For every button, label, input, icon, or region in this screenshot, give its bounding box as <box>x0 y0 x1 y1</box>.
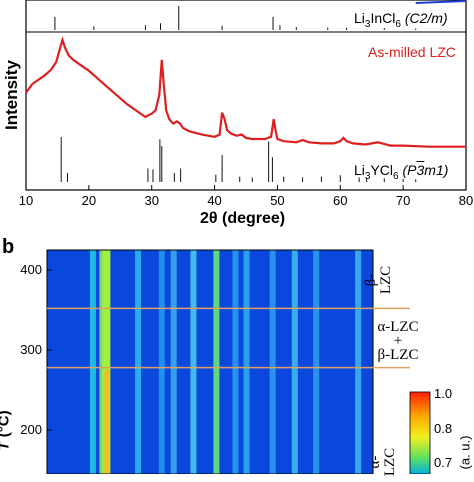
phase-beta-label: β-LZC <box>363 265 394 295</box>
heatmap-band <box>135 250 142 474</box>
ref-bot-sg-open: (P <box>398 162 417 178</box>
milled-series-label: As-milled LZC <box>368 44 456 60</box>
top-series-line <box>415 0 467 4</box>
ref-label-li3ycl6: Li3YCl6 (P3m1) <box>354 162 448 182</box>
heatmap-band <box>158 250 165 474</box>
colorbar-tick-1: 1.0 <box>434 386 453 401</box>
heatmap-band <box>213 250 220 474</box>
x-tick-label: 70 <box>396 193 410 208</box>
ref-bot-sg-close: m1) <box>424 162 449 178</box>
ref-bot-sg-bar: 3 <box>416 162 425 178</box>
heatmap-band <box>232 250 239 474</box>
panel-b-letter: b <box>2 236 15 258</box>
ref-top-li: Li <box>354 10 365 26</box>
heatmap-band <box>313 250 320 474</box>
heatmap-band <box>269 250 276 474</box>
x-tick-label: 10 <box>19 193 33 208</box>
ref-top-spacegroup: (C2/m) <box>400 10 448 26</box>
heatmap-main-band-hot <box>104 370 110 474</box>
y-axis-label-b: T (°C) <box>0 410 13 450</box>
ref-top-sub1: 3 <box>364 18 371 30</box>
x-tick-label: 30 <box>144 193 158 208</box>
y-axis-label-b-unit: (°C) <box>0 410 13 438</box>
ref-bot-mid: YCl <box>370 162 394 178</box>
ref-top-sub2: 6 <box>395 18 401 30</box>
colorbar <box>409 391 431 474</box>
heatmap-main-band <box>102 250 111 474</box>
colorbar-tick-3: 0.7 <box>434 455 453 470</box>
heatmap-band <box>190 250 197 474</box>
ref-label-li3incl6: Li3InCl6 (C2/m) <box>354 10 448 30</box>
heatmap-band <box>291 250 298 474</box>
heatmap-band <box>243 250 250 474</box>
x-tick-label: 60 <box>333 193 347 208</box>
heatmap-band <box>89 250 96 474</box>
y-tick-label-b: 300 <box>20 342 42 357</box>
panel-a-plot: 10 20 30 40 50 60 70 80 <box>19 0 473 208</box>
heatmap-frame <box>46 249 374 474</box>
heatmap-band <box>170 250 177 474</box>
x-tick-label: 80 <box>459 193 473 208</box>
panel-b-axes: 200 300 400 <box>20 262 410 437</box>
colorbar-label: (a. u.) <box>457 435 473 470</box>
heatmap-plot <box>89 250 362 474</box>
x-tick-label: 50 <box>270 193 284 208</box>
ref-bot-li: Li <box>354 162 365 178</box>
phase-alpha-mix-label: α-LZC <box>377 319 419 335</box>
colorbar-tick-2: 0.8 <box>434 421 453 436</box>
ref-top-mid: InCl <box>370 10 396 26</box>
ref-bot-sub2: 6 <box>393 170 399 182</box>
x-tick-label: 40 <box>207 193 221 208</box>
ref-bot-sub1: 3 <box>364 170 371 182</box>
x-axis-label: 2θ (degree) <box>200 210 286 227</box>
y-tick-label-b: 400 <box>20 262 42 277</box>
phase-beta-mix-label: β-LZC <box>377 347 419 363</box>
phase-alpha-label: α-LZC <box>367 447 398 477</box>
x-tick-label: 20 <box>82 193 96 208</box>
y-axis-label: Intensity <box>2 60 21 130</box>
y-tick-label-b: 200 <box>20 422 42 437</box>
phase-plus-label: + <box>393 333 403 349</box>
heatmap-band <box>355 250 362 474</box>
y-axis-label-b-t: T <box>0 441 13 450</box>
as-milled-lzc-line <box>25 36 466 148</box>
panel-a-frame <box>25 0 467 191</box>
